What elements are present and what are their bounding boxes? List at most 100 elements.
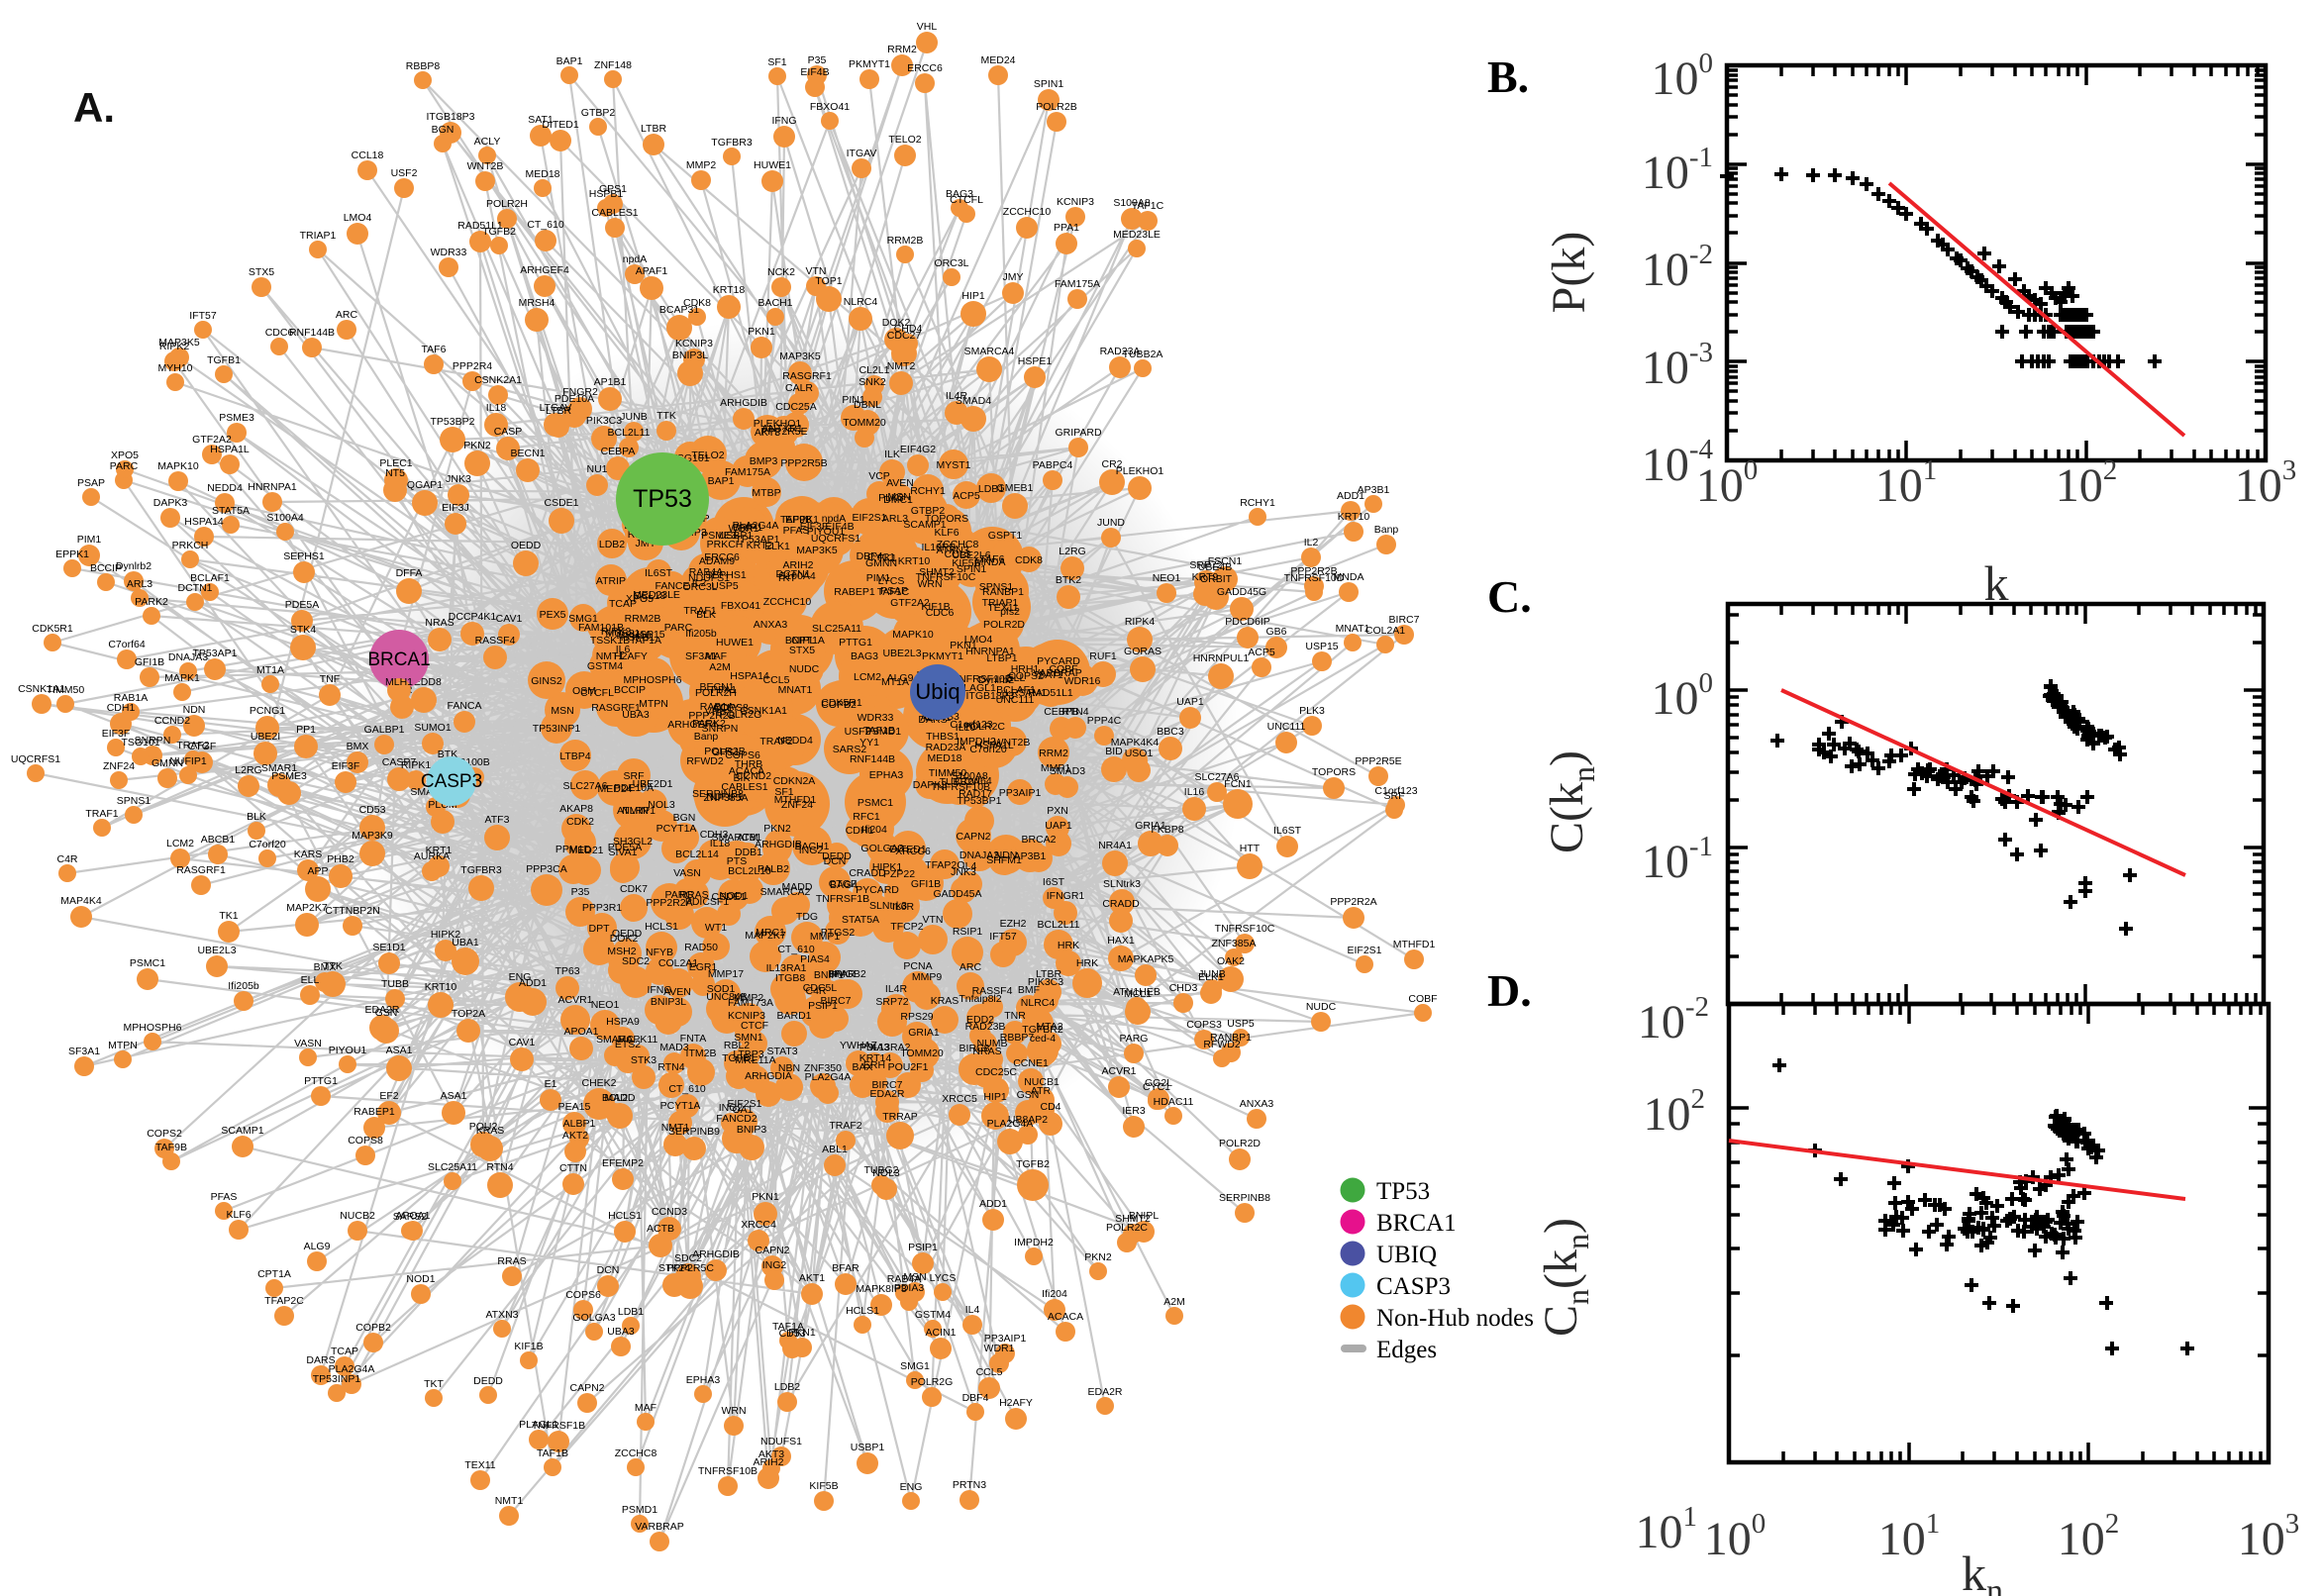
svg-text:GTF2A2: GTF2A2 — [890, 597, 930, 609]
svg-text:MYH10: MYH10 — [616, 630, 651, 642]
svg-text:PSME3: PSME3 — [219, 412, 254, 424]
svg-text:CRADD: CRADD — [849, 867, 886, 879]
svg-text:k: k — [1984, 555, 2009, 611]
svg-text:MAF: MAF — [635, 1402, 656, 1414]
svg-text:SHMT2: SHMT2 — [1115, 1213, 1151, 1225]
svg-text:GADD45G: GADD45G — [1217, 586, 1266, 598]
svg-text:TRAF2: TRAF2 — [759, 736, 792, 748]
svg-text:NU1: NU1 — [586, 463, 607, 475]
svg-text:H2AFY: H2AFY — [614, 650, 648, 662]
svg-text:HSPA9: HSPA9 — [606, 1016, 640, 1028]
svg-text:TAF1B: TAF1B — [537, 1447, 568, 1459]
svg-text:UBE2L3: UBE2L3 — [197, 945, 236, 956]
svg-text:TAF6: TAF6 — [980, 553, 1005, 565]
svg-text:NEO1: NEO1 — [1153, 572, 1181, 584]
svg-text:Banp: Banp — [694, 731, 719, 743]
svg-text:Dynlrb2: Dynlrb2 — [978, 674, 1014, 686]
svg-text:KIF1B: KIF1B — [514, 1341, 543, 1352]
svg-text:MED21: MED21 — [568, 845, 603, 856]
svg-text:JNK3: JNK3 — [951, 866, 976, 878]
svg-text:MT1A: MT1A — [256, 664, 284, 676]
svg-text:LDB2: LDB2 — [599, 539, 625, 550]
svg-text:NUDC: NUDC — [1306, 1001, 1337, 1013]
svg-text:KRAS: KRAS — [931, 995, 960, 1007]
svg-text:PPP2R4: PPP2R4 — [453, 360, 492, 372]
svg-text:WDR1: WDR1 — [984, 1343, 1015, 1354]
svg-text:ACACA: ACACA — [729, 765, 764, 777]
svg-text:PARC: PARC — [664, 622, 693, 634]
svg-text:JNK3: JNK3 — [446, 473, 471, 485]
svg-text:CTTN: CTTN — [559, 1162, 587, 1174]
svg-text:SHMT2: SHMT2 — [919, 566, 955, 578]
svg-text:TAF1C: TAF1C — [877, 586, 910, 598]
svg-text:PCYT1A: PCYT1A — [660, 1100, 701, 1112]
svg-text:EIF4B: EIF4B — [825, 521, 854, 533]
svg-text:RRAS: RRAS — [679, 889, 708, 901]
svg-text:ARL3: ARL3 — [882, 513, 908, 525]
svg-text:PPP2R5E: PPP2R5E — [760, 426, 807, 438]
svg-text:AP3B1: AP3B1 — [1014, 850, 1047, 862]
svg-text:AURKA: AURKA — [414, 850, 450, 862]
svg-text:UBIQ: UBIQ — [1376, 1242, 1437, 1268]
svg-text:HSPA1L: HSPA1L — [210, 444, 250, 455]
svg-text:ZCCHC10: ZCCHC10 — [763, 596, 812, 608]
svg-text:SERPINB8: SERPINB8 — [1219, 1192, 1270, 1204]
svg-text:GMNN: GMNN — [865, 557, 897, 569]
svg-text:MADD: MADD — [605, 1092, 636, 1104]
svg-text:COL2A1: COL2A1 — [658, 957, 698, 969]
svg-text:PP3AIP1: PP3AIP1 — [999, 787, 1042, 799]
svg-text:CT_610: CT_610 — [668, 1083, 706, 1095]
svg-text:STAT5A: STAT5A — [212, 505, 250, 517]
svg-text:ARL3: ARL3 — [127, 578, 152, 590]
svg-text:C4R: C4R — [805, 985, 826, 997]
svg-text:ZNF24: ZNF24 — [781, 799, 813, 811]
svg-text:IL18: IL18 — [486, 402, 507, 414]
svg-text:RAB1A: RAB1A — [114, 692, 148, 704]
svg-text:ZNF148: ZNF148 — [594, 59, 632, 71]
svg-text:KRT9: KRT9 — [1192, 571, 1219, 583]
svg-text:CD53: CD53 — [359, 804, 386, 816]
svg-text:CDK2: CDK2 — [566, 816, 594, 828]
svg-text:MT1A: MT1A — [881, 676, 909, 688]
svg-text:D.: D. — [1487, 965, 1532, 1016]
svg-text:CAV1: CAV1 — [496, 613, 523, 625]
svg-text:NUMB: NUMB — [977, 1038, 1008, 1049]
svg-text:DNAJA3: DNAJA3 — [960, 849, 999, 861]
svg-text:PKN1: PKN1 — [752, 1191, 779, 1203]
svg-text:P35: P35 — [808, 54, 827, 66]
svg-text:CASP3: CASP3 — [421, 771, 482, 792]
svg-text:CASP3: CASP3 — [1376, 1273, 1451, 1300]
svg-text:NDN: NDN — [183, 704, 206, 716]
svg-text:POLR2G: POLR2G — [911, 1376, 954, 1388]
svg-text:I6ST: I6ST — [1043, 876, 1065, 888]
svg-text:TAF9B: TAF9B — [780, 514, 812, 526]
svg-text:ANXA3: ANXA3 — [754, 619, 788, 631]
svg-text:BIRC7: BIRC7 — [872, 1079, 903, 1091]
svg-text:ASA1: ASA1 — [386, 1045, 413, 1056]
svg-text:ADD1: ADD1 — [519, 977, 547, 989]
svg-text:L2RG: L2RG — [235, 764, 261, 776]
svg-text:BECN1: BECN1 — [699, 681, 734, 693]
svg-text:XPO5: XPO5 — [111, 449, 139, 461]
svg-text:PLEKHO1: PLEKHO1 — [754, 418, 802, 430]
svg-text:FAM175A: FAM175A — [1055, 278, 1100, 290]
svg-text:SRF: SRF — [1384, 790, 1405, 802]
svg-text:ATMIN: ATMIN — [617, 805, 649, 817]
svg-text:PALB2: PALB2 — [758, 863, 789, 875]
svg-text:HUWE1: HUWE1 — [716, 637, 754, 648]
svg-text:BLK: BLK — [696, 609, 716, 621]
svg-text:BCL2: BCL2 — [602, 1092, 628, 1104]
svg-text:BID: BID — [1105, 746, 1123, 757]
svg-text:JUNB: JUNB — [1198, 968, 1225, 980]
svg-text:RAD50: RAD50 — [684, 942, 718, 953]
svg-text:DOK2: DOK2 — [610, 933, 639, 945]
svg-text:PYCARD: PYCARD — [856, 884, 899, 896]
svg-text:PEX5: PEX5 — [540, 609, 566, 621]
svg-text:VARBRAP: VARBRAP — [635, 1521, 683, 1533]
svg-text:BACH1: BACH1 — [794, 841, 829, 852]
svg-text:ORBIT: ORBIT — [1200, 573, 1233, 585]
svg-text:ALG9: ALG9 — [887, 672, 914, 684]
svg-text:RBBP8: RBBP8 — [406, 60, 441, 72]
svg-text:npdA: npdA — [623, 253, 648, 265]
svg-text:PTTG1: PTTG1 — [304, 1075, 338, 1087]
